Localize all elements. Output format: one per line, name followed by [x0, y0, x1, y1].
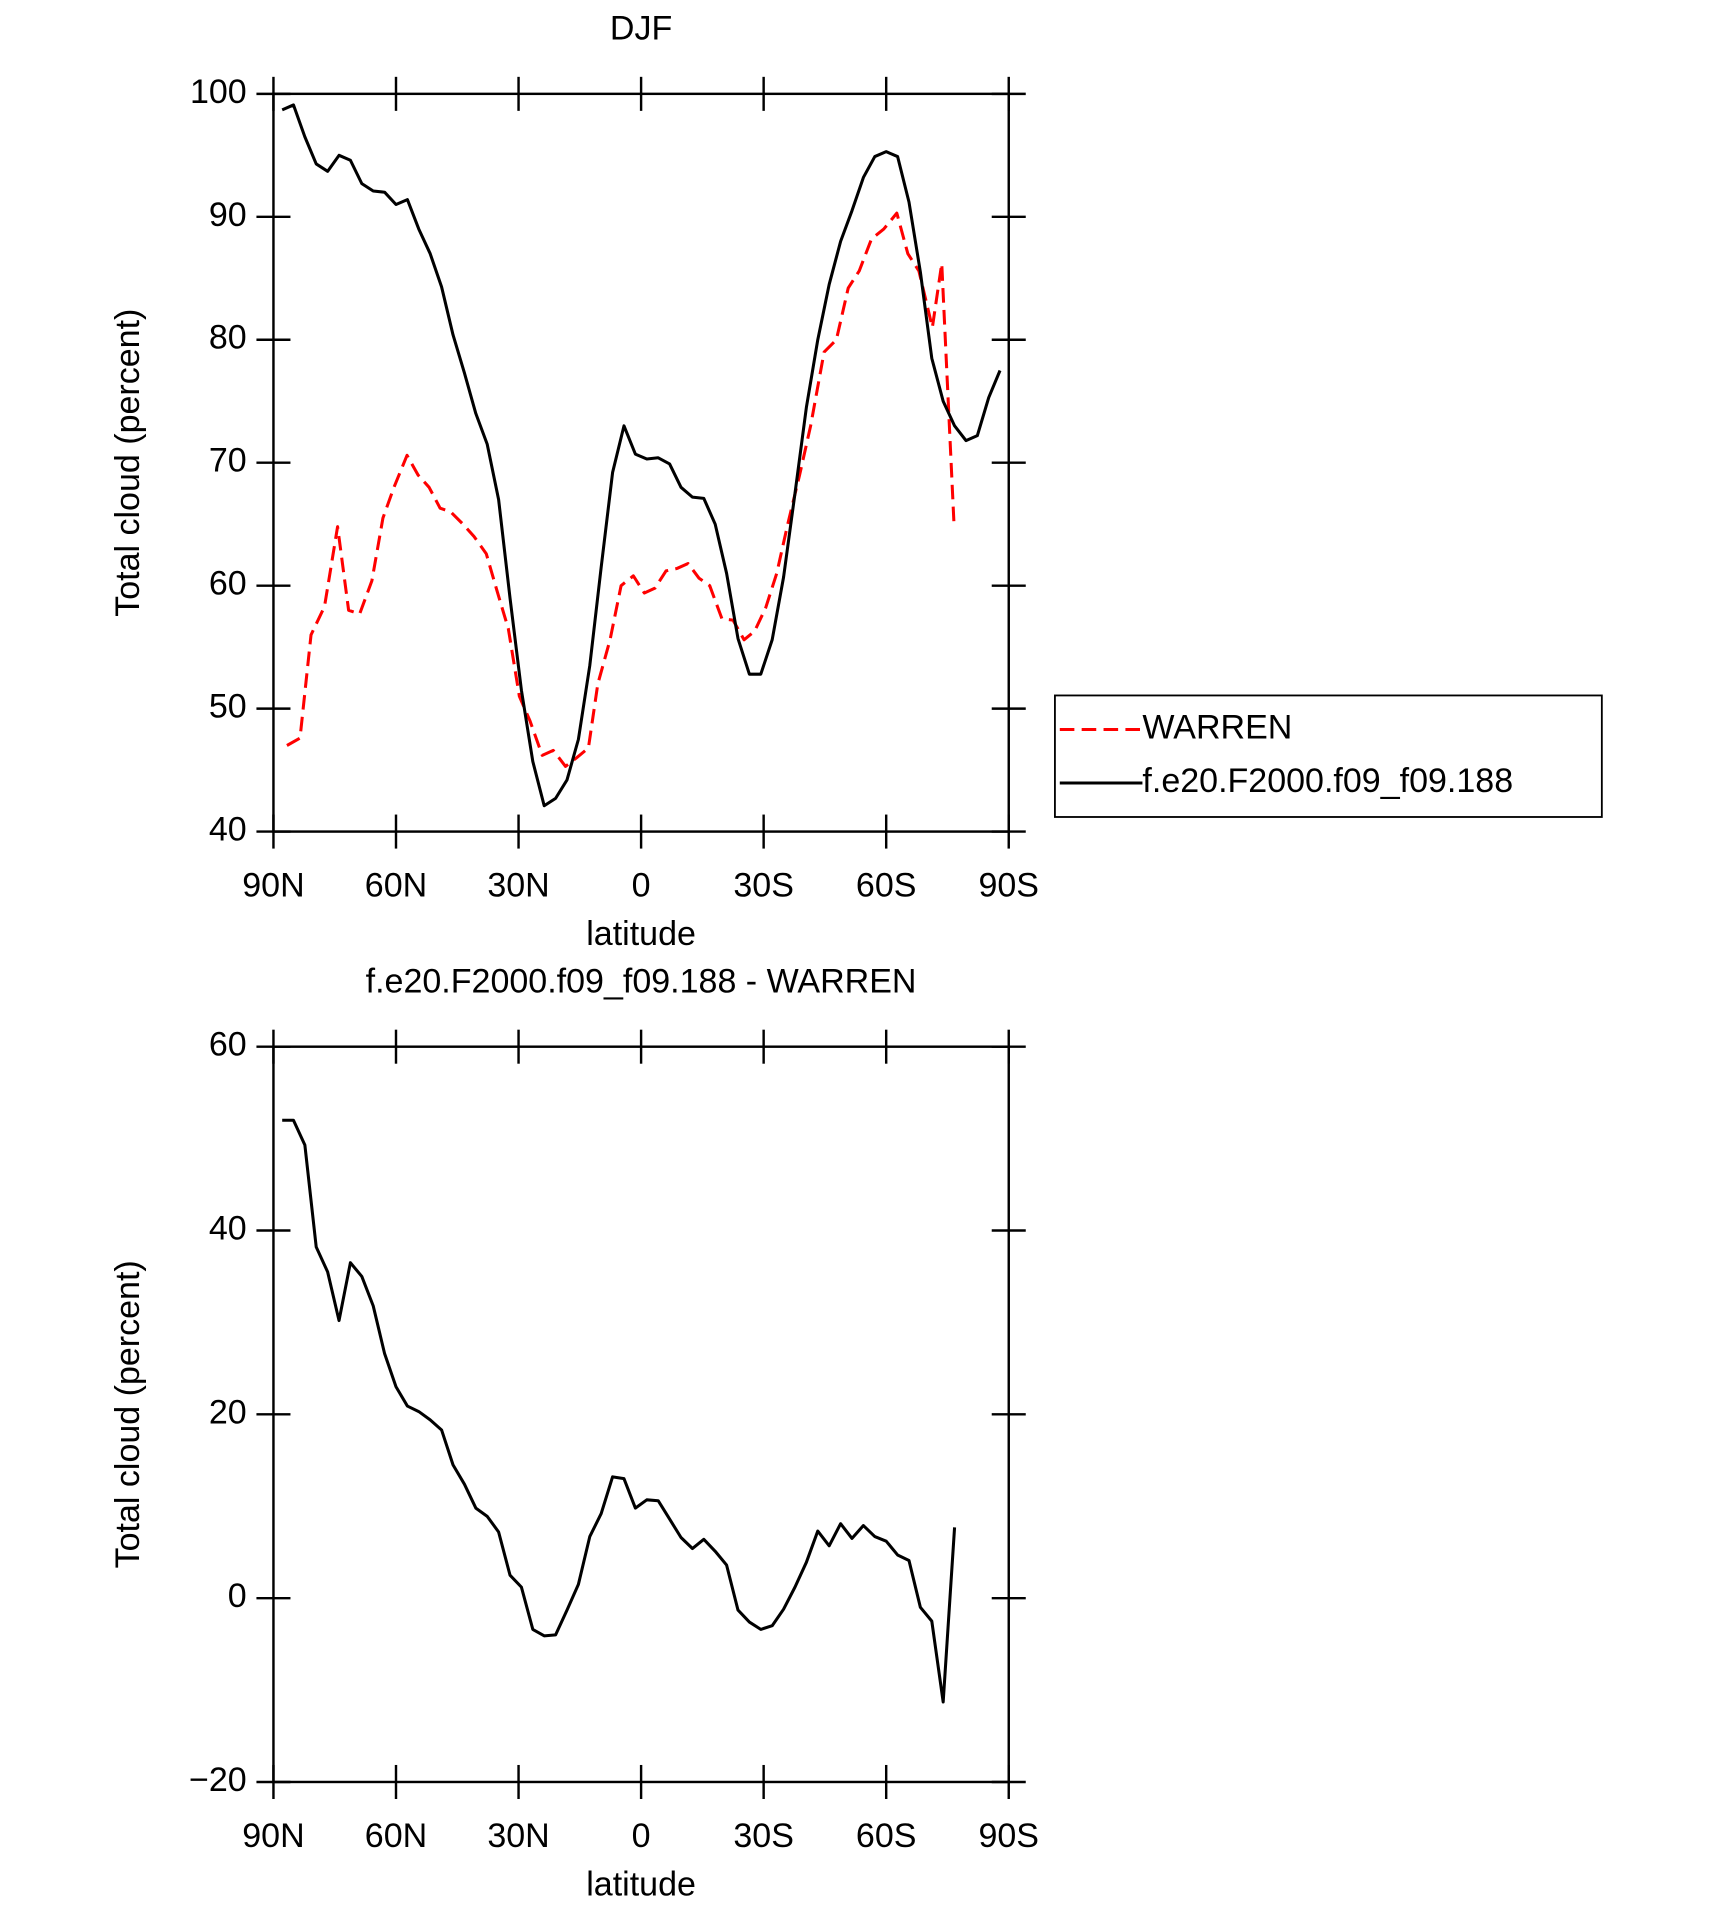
y-tick-label: 0: [228, 1577, 247, 1615]
chart-title: DJF: [610, 10, 672, 48]
y-tick-label: 60: [209, 565, 247, 603]
y-tick-label: 100: [190, 73, 247, 111]
y-tick-label: −20: [189, 1761, 247, 1799]
x-tick-label: 0: [632, 866, 651, 904]
data-line: [282, 1118, 957, 1704]
x-tick-label: 60N: [365, 1817, 427, 1855]
legend-label: WARREN: [1142, 708, 1292, 746]
data-line: [281, 103, 1002, 808]
y-axis-label: Total cloud (percent): [109, 309, 147, 617]
x-tick-label: 90N: [242, 866, 304, 904]
y-tick-label: 40: [209, 1209, 247, 1247]
x-axis-label: latitude: [586, 915, 696, 953]
x-tick-label: 90N: [242, 1817, 304, 1855]
x-tick-label: 90S: [978, 866, 1039, 904]
x-tick-label: 30S: [733, 866, 794, 904]
x-tick-label: 0: [632, 1817, 651, 1855]
x-tick-label: 90S: [978, 1817, 1039, 1855]
y-tick-label: 80: [209, 319, 247, 357]
x-tick-label: 30S: [733, 1817, 794, 1855]
y-tick-label: 50: [209, 688, 247, 726]
x-tick-label: 60S: [856, 1817, 917, 1855]
legend-box: [1054, 694, 1603, 818]
chart-title: f.e20.F2000.f09_f09.188 - WARREN: [366, 962, 917, 1000]
x-axis-label: latitude: [586, 1865, 696, 1903]
y-tick-label: 70: [209, 442, 247, 480]
legend: WARREN f.e20.F2000.f09_f09.188: [1054, 694, 1603, 818]
data-line: [286, 211, 956, 768]
x-tick-label: 30N: [487, 866, 549, 904]
y-tick-label: 40: [209, 811, 247, 849]
x-tick-label: 60N: [365, 866, 427, 904]
y-tick-label: 90: [209, 196, 247, 234]
x-tick-label: 60S: [856, 866, 917, 904]
y-tick-label: 60: [209, 1026, 247, 1064]
y-axis-label: Total cloud (percent): [109, 1260, 147, 1568]
legend-label: f.e20.F2000.f09_f09.188: [1142, 762, 1513, 800]
plot-frame: [272, 1045, 1010, 1784]
y-tick-label: 20: [209, 1393, 247, 1431]
plot-frame: [272, 92, 1010, 833]
x-tick-label: 30N: [487, 1817, 549, 1855]
